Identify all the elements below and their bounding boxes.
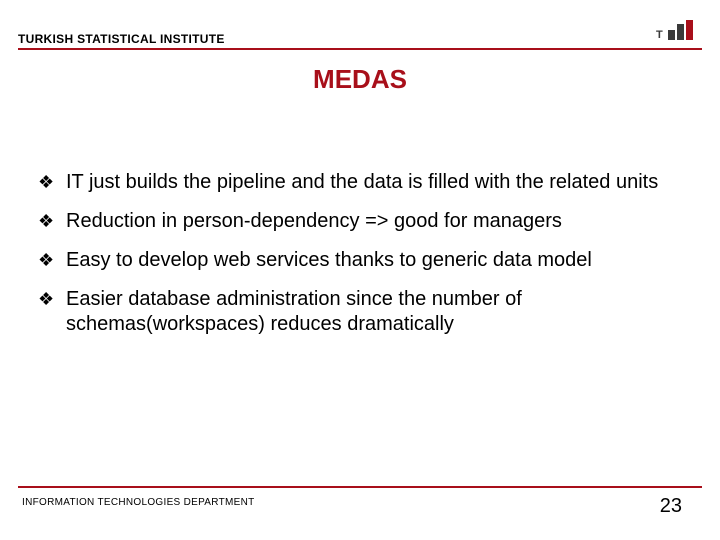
diamond-bullet-icon: ❖	[38, 170, 66, 194]
slide-title: MEDAS	[0, 64, 720, 95]
footer-department: INFORMATION TECHNOLOGIES DEPARTMENT	[22, 497, 255, 508]
page-number: 23	[660, 495, 682, 518]
org-title: TURKISH STATISTICAL INSTITUTE	[18, 32, 225, 48]
list-item: ❖ IT just builds the pipeline and the da…	[38, 170, 682, 195]
header-rule	[18, 48, 702, 50]
diamond-bullet-icon: ❖	[38, 209, 66, 233]
diamond-bullet-icon: ❖	[38, 248, 66, 272]
tuik-logo-icon: T	[656, 20, 702, 48]
list-item: ❖ Easy to develop web services thanks to…	[38, 248, 682, 273]
bullet-text: Easy to develop web services thanks to g…	[66, 248, 682, 273]
bullet-text: Easier database administration since the…	[66, 287, 682, 337]
footer-rule	[18, 486, 702, 488]
svg-text:T: T	[656, 29, 663, 41]
header: TURKISH STATISTICAL INSTITUTE T	[18, 20, 702, 48]
bullet-text: Reduction in person-dependency => good f…	[66, 209, 682, 234]
content-area: ❖ IT just builds the pipeline and the da…	[38, 170, 682, 351]
list-item: ❖ Easier database administration since t…	[38, 287, 682, 337]
list-item: ❖ Reduction in person-dependency => good…	[38, 209, 682, 234]
bullet-text: IT just builds the pipeline and the data…	[66, 170, 682, 195]
slide: TURKISH STATISTICAL INSTITUTE T MEDAS ❖ …	[0, 0, 720, 540]
diamond-bullet-icon: ❖	[38, 287, 66, 311]
